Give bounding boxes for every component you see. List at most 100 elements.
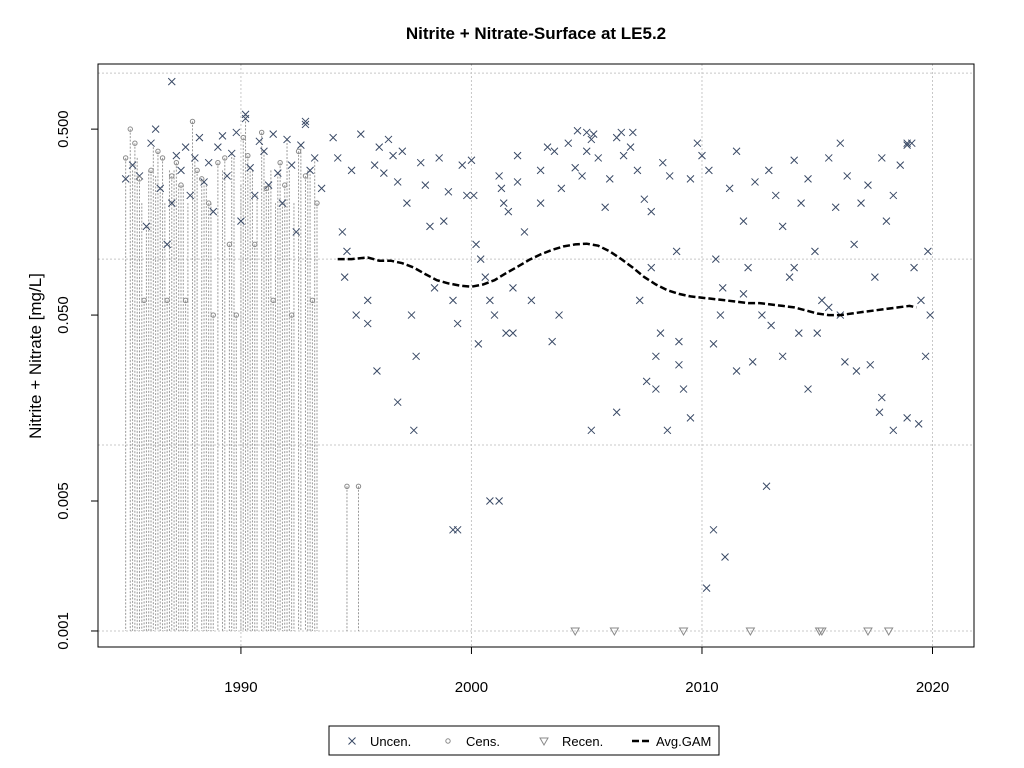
uncensored-point	[287, 161, 296, 170]
uncensored-point	[128, 161, 137, 170]
uncensored-point	[652, 385, 660, 393]
uncensored-point	[771, 191, 780, 200]
uncensored-point	[587, 135, 596, 144]
censored-point	[182, 297, 189, 304]
uncensored-point	[260, 147, 268, 156]
uncensored-point	[601, 203, 610, 212]
uncensored-point	[142, 222, 151, 231]
recensored-point	[570, 627, 581, 636]
uncensored-point	[255, 137, 264, 146]
uncensored-point	[430, 284, 439, 292]
censored-point	[252, 241, 258, 248]
uncensored-point	[292, 228, 301, 236]
uncensored-point	[218, 132, 227, 140]
uncensored-point	[857, 199, 865, 207]
uncensored-point	[764, 166, 773, 175]
uncensored-point	[536, 199, 545, 207]
uncensored-point	[907, 139, 916, 148]
censored-point	[132, 140, 138, 146]
uncensored-point	[640, 195, 649, 204]
uncensored-point	[214, 143, 222, 151]
uncensored-point	[831, 203, 840, 212]
censored-point	[263, 185, 269, 192]
uncensored-point	[605, 175, 614, 183]
uncensored-point	[370, 161, 379, 170]
uncensored-point	[163, 240, 172, 249]
uncensored-point	[633, 166, 642, 175]
uncensored-point	[167, 199, 176, 207]
uncensored-point	[852, 367, 861, 375]
uncensored-point	[896, 161, 905, 170]
uncensored-point	[647, 263, 656, 272]
uncensored-point	[278, 199, 287, 207]
censored-point	[194, 167, 200, 174]
uncensored-point	[550, 147, 559, 156]
uncensored-point	[672, 247, 681, 256]
uncensored-point	[156, 184, 165, 193]
uncensored-point	[297, 141, 305, 150]
uncensored-point	[543, 143, 552, 151]
gam-curve	[337, 242, 917, 317]
uncensored-point	[617, 128, 626, 137]
uncensored-point	[675, 360, 683, 369]
censored-point	[288, 312, 295, 318]
uncensored-point	[172, 151, 181, 160]
uncensored-point	[444, 187, 453, 196]
uncensored-point	[329, 133, 337, 142]
uncensored-point	[181, 143, 190, 151]
uncensored-point	[573, 126, 582, 135]
uncensored-point	[348, 737, 356, 745]
censored-point	[136, 176, 143, 182]
uncensored-point	[744, 263, 752, 272]
censored-point	[122, 155, 129, 161]
uncensored-point	[790, 263, 799, 272]
uncensored-point	[393, 398, 402, 407]
uncensored-point	[352, 311, 361, 319]
uncensored-point	[504, 207, 513, 216]
uncensored-point	[407, 311, 416, 319]
uncensored-point	[151, 125, 160, 133]
uncensored-point	[486, 296, 494, 305]
uncensored-point	[903, 414, 912, 422]
uncensored-point	[711, 255, 720, 263]
uncensored-point	[790, 156, 799, 165]
uncensored-point	[306, 166, 314, 175]
uncensored-point	[709, 340, 718, 348]
uncensored-point	[481, 273, 490, 281]
uncensored-point	[147, 139, 155, 148]
uncensored-point	[195, 133, 204, 142]
uncensored-point	[686, 175, 695, 183]
uncensored-point	[647, 207, 656, 216]
recensored-point	[745, 627, 756, 636]
uncensored-point	[317, 184, 326, 193]
uncensored-point	[702, 584, 711, 592]
recensored-point	[678, 627, 689, 636]
uncensored-point	[301, 120, 310, 129]
uncensored-point	[458, 161, 467, 170]
uncensored-point	[582, 147, 591, 156]
uncensored-point	[889, 191, 898, 200]
uncensored-point	[709, 525, 718, 534]
uncensored-point	[841, 358, 849, 366]
uncensored-point	[509, 329, 517, 337]
uncensored-point	[495, 497, 503, 505]
x-tick-label: 2010	[685, 679, 718, 696]
uncensored-point	[843, 172, 852, 180]
recensored-point	[609, 627, 620, 636]
uncensored-point	[693, 139, 702, 148]
uncensored-point	[594, 154, 603, 162]
uncensored-point	[426, 222, 434, 231]
uncensored-point	[502, 329, 510, 337]
data-points	[121, 77, 935, 636]
uncensored-point	[721, 553, 729, 561]
censored-point	[355, 483, 362, 489]
uncensored-point	[871, 273, 879, 281]
uncensored-point	[926, 311, 935, 319]
uncensored-point	[223, 172, 231, 180]
censored-ranges	[125, 114, 359, 631]
uncensored-point	[626, 143, 635, 151]
x-tick-label: 2020	[916, 679, 949, 696]
censored-point	[173, 159, 180, 166]
uncensored-point	[665, 172, 674, 180]
uncensored-point	[589, 130, 598, 138]
